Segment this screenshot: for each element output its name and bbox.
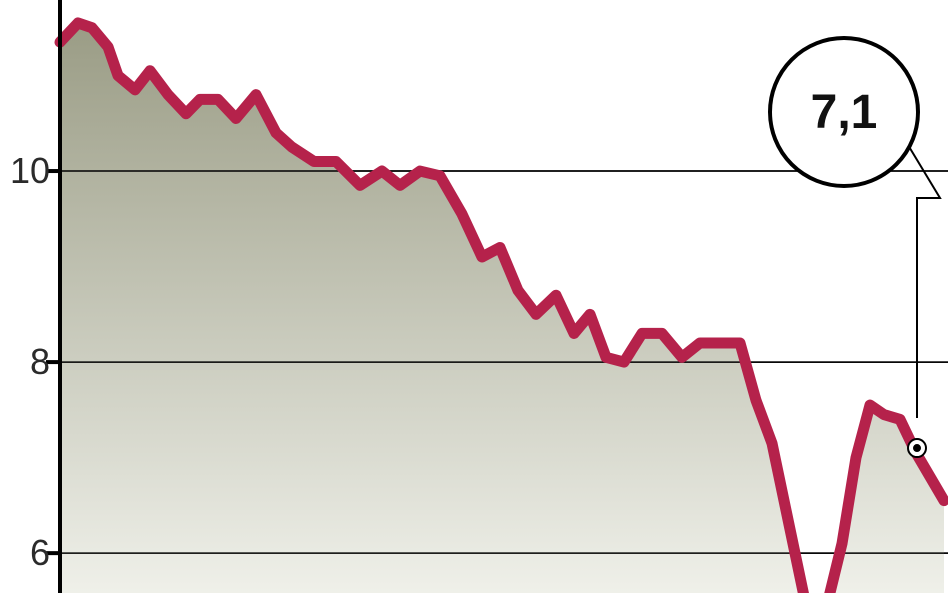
callout-value-bubble: 7,1 [768,36,920,188]
callout-dot-inner [913,444,921,452]
y-tick-label: 6 [0,532,50,574]
y-tick-label: 10 [0,150,50,192]
chart-container: 6 8 10 7,1 [0,0,948,593]
callout-leader [905,140,940,418]
y-tick-label: 8 [0,341,50,383]
callout-value-text: 7,1 [811,85,878,140]
